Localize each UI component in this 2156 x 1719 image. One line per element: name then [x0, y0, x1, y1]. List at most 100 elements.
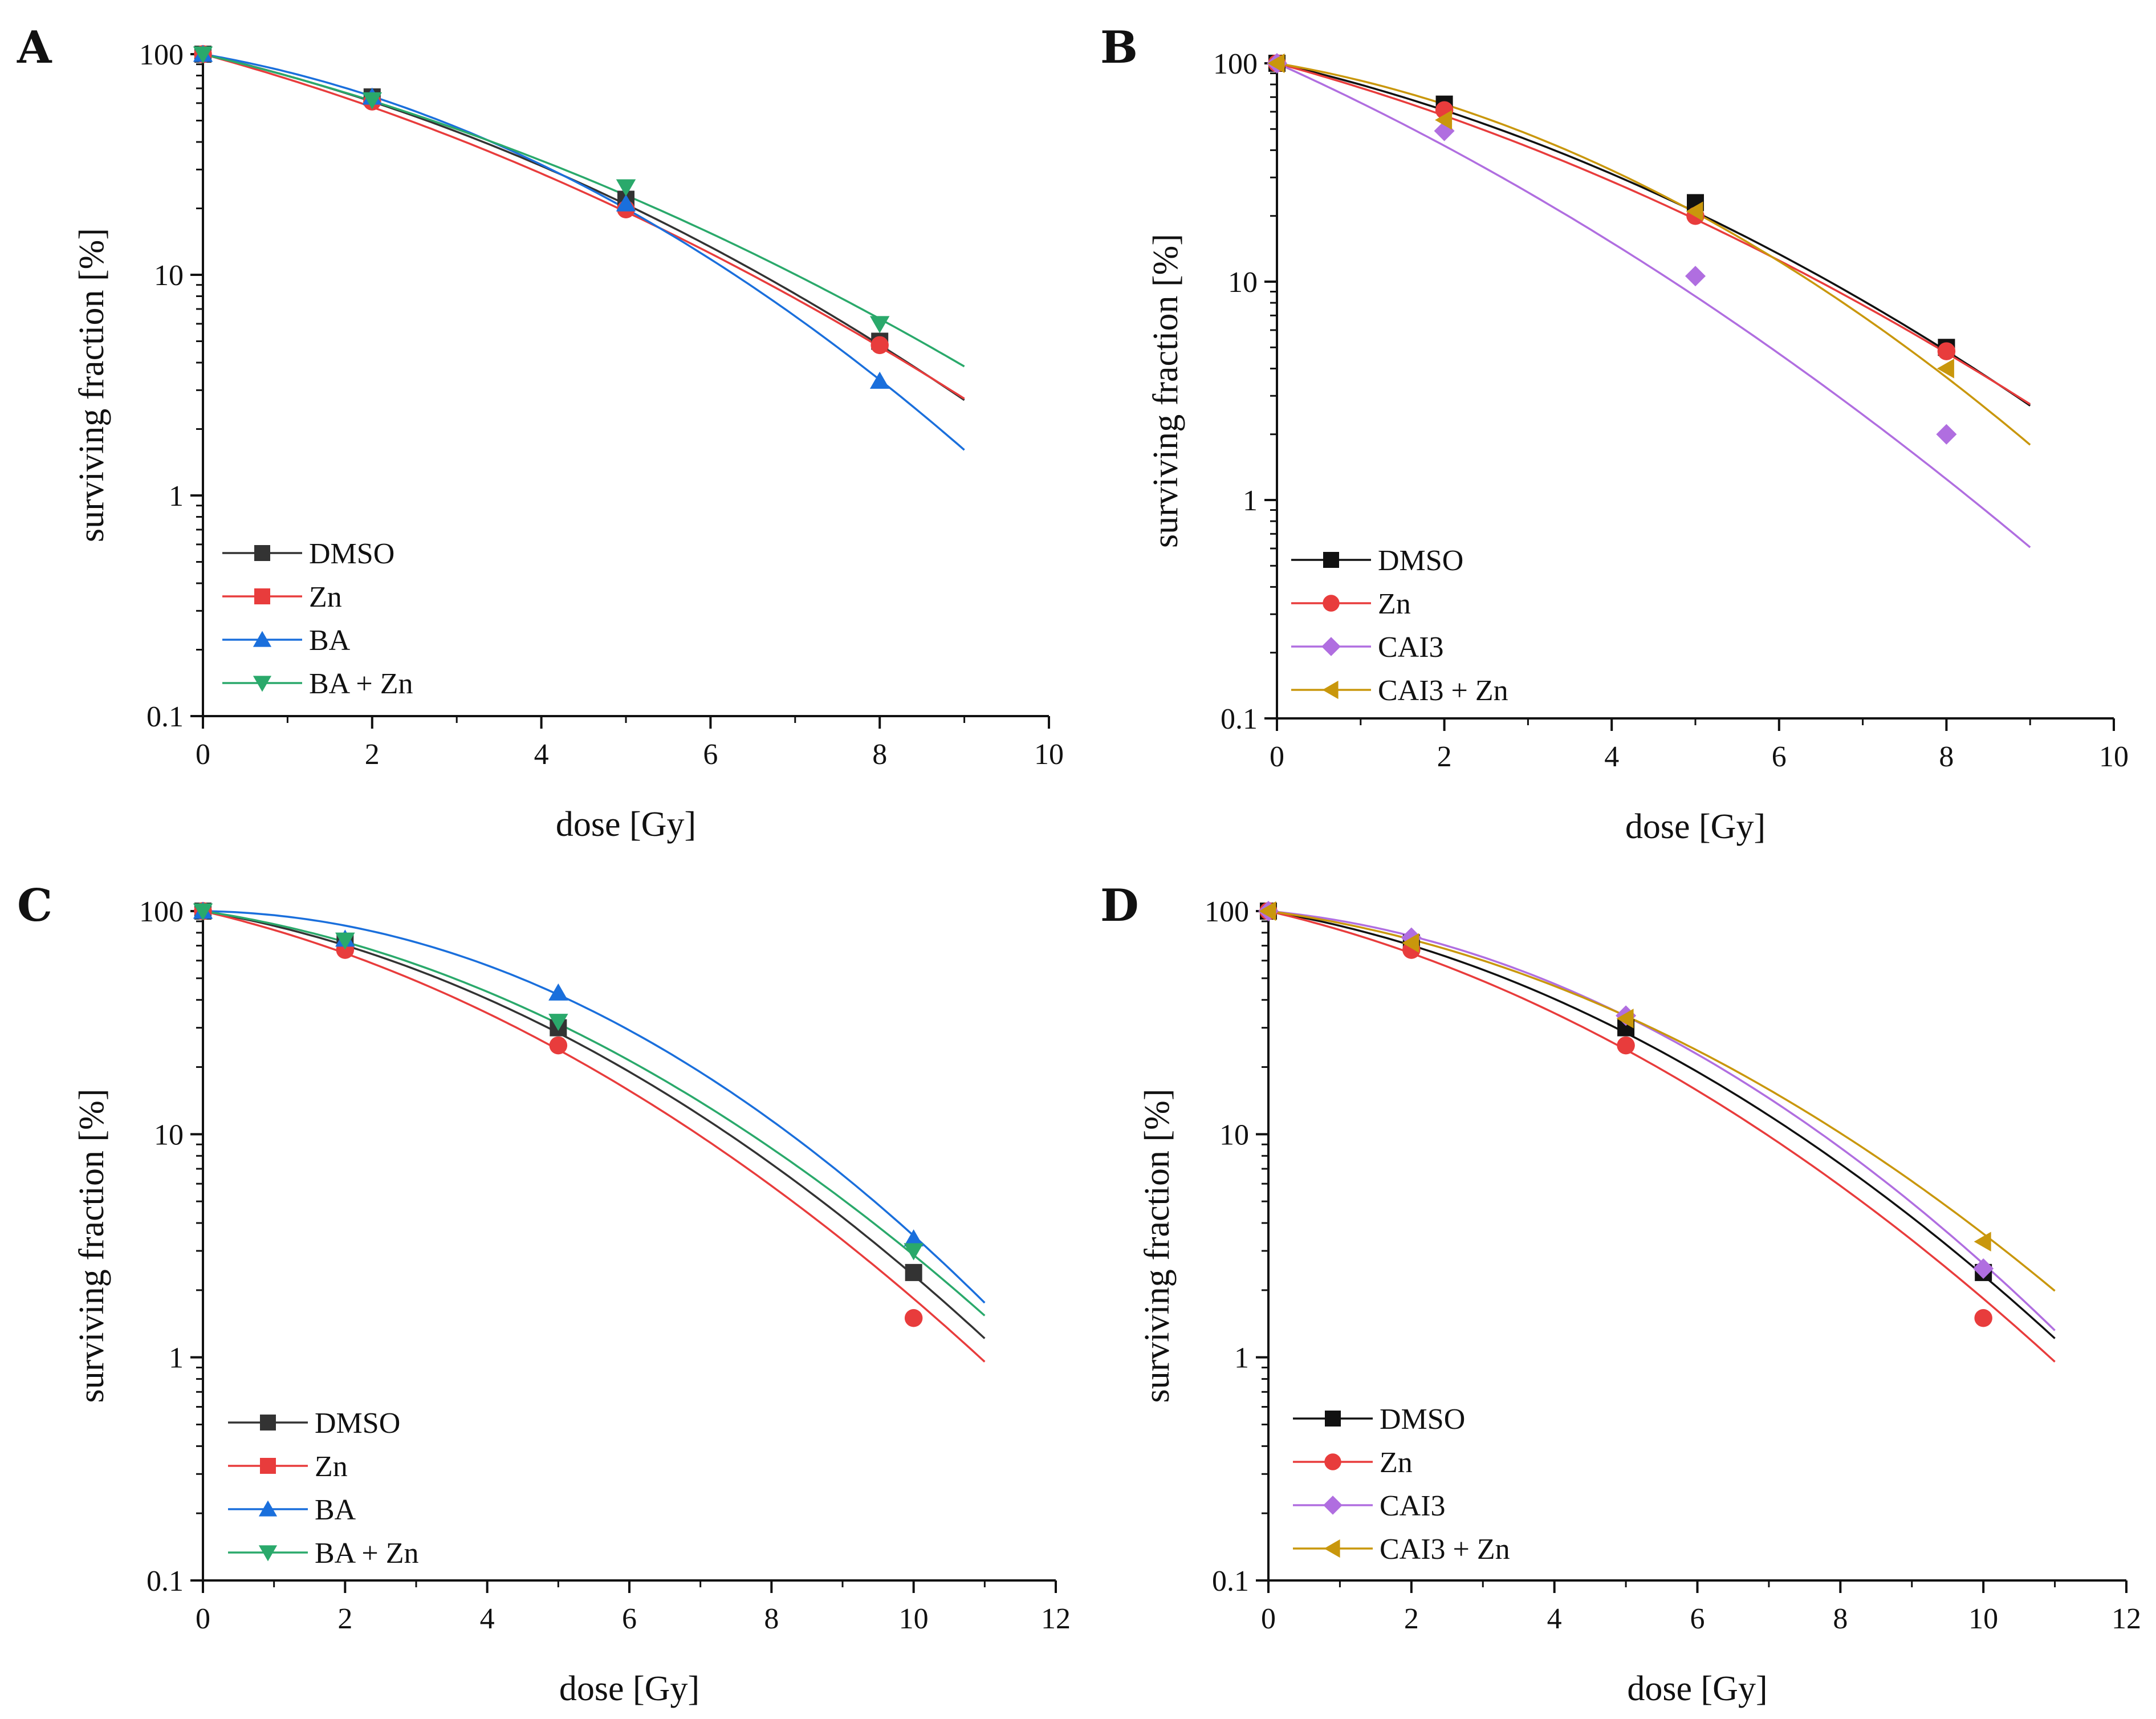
x-tick-label: 12	[1041, 1603, 1071, 1635]
panel-letter-a: A	[17, 22, 52, 74]
data-point-cai3-zn	[1402, 933, 1419, 953]
fit-line-dmso	[202, 910, 986, 1339]
legend-label-dmso: DMSO	[309, 538, 394, 570]
y-axis-title: surviving fraction [%]	[1138, 1089, 1177, 1403]
legend-marker-dmso	[254, 545, 270, 561]
data-point-cai3-zn	[1267, 53, 1285, 74]
legend-marker-zn	[1324, 1453, 1341, 1470]
x-tick-label: 0	[1270, 741, 1284, 773]
panel-a: A 0 2 4 6 8 10 0.1 1 10 100 dose [Gy] surviving frac…	[17, 22, 1064, 844]
y-tick-label: 10	[154, 259, 184, 292]
legend-marker-zn	[1323, 595, 1340, 612]
x-axis-title: dose [Gy]	[1627, 1669, 1767, 1708]
data-point-zn	[870, 336, 889, 355]
fit-line-ba-zn	[202, 53, 965, 368]
data-point-ba-zn	[193, 46, 213, 64]
x-tick-label: 2	[1437, 741, 1452, 773]
x-tick-label: 4	[1547, 1603, 1562, 1635]
x-axis-title: dose [Gy]	[559, 1669, 699, 1708]
x-tick-label: 10	[2099, 741, 2129, 773]
data-point-zn	[1937, 342, 1956, 360]
fit-line-dmso	[1268, 910, 2056, 1339]
x-tick-label: 6	[703, 738, 718, 771]
y-tick-label: 1	[1234, 1342, 1249, 1375]
data-point-ba	[904, 1229, 924, 1247]
x-tick-label: 4	[480, 1603, 495, 1635]
x-tick-label: 6	[1772, 741, 1787, 773]
fit-line-ba-zn	[202, 910, 986, 1316]
legend-label-dmso: DMSO	[315, 1407, 400, 1440]
y-tick-label: 100	[1205, 896, 1249, 928]
legend-marker-dmso	[260, 1415, 276, 1431]
fit-line-zn	[1276, 62, 2031, 405]
legend-label-ba-zn: BA + Zn	[315, 1537, 418, 1570]
y-tick-label: 0.1	[147, 701, 184, 733]
data-point-zn	[1974, 1309, 1992, 1327]
x-tick-label: 6	[622, 1603, 637, 1635]
x-tick-label: 2	[365, 738, 380, 771]
x-tick-label: 8	[872, 738, 887, 771]
data-point-cai3-zn	[1937, 359, 1954, 379]
legend-marker-ba	[258, 1500, 278, 1517]
data-point-ba	[616, 194, 636, 212]
legend-marker-cai3	[1323, 1496, 1343, 1515]
y-tick-label: 100	[1213, 48, 1258, 80]
y-tick-label: 1	[169, 1342, 184, 1375]
y-tick-label: 100	[139, 39, 184, 71]
fit-line-zn	[202, 53, 965, 400]
x-tick-label: 0	[196, 738, 210, 771]
data-point-zn	[1617, 1036, 1635, 1055]
legend-marker-dmso	[1323, 552, 1339, 568]
data-point-zn	[549, 1036, 568, 1055]
fit-line-cai3-zn	[1268, 910, 2056, 1292]
panel-letter-b: B	[1100, 22, 1138, 74]
data-point-cai3	[1973, 1258, 1994, 1279]
x-tick-label: 8	[1939, 741, 1954, 773]
panel-d: D 0 2 4 6 8 10 12 0.1 1 10 100 dose [Gy] surviving fr…	[1100, 880, 2141, 1708]
data-point-ba-zn	[904, 1243, 924, 1261]
x-tick-label: 2	[1404, 1603, 1419, 1635]
data-point-zn	[904, 1309, 923, 1327]
data-point-ba-zn	[362, 92, 383, 109]
legend-marker-cai3-zn	[1324, 1539, 1340, 1558]
data-point-cai3-zn	[1686, 201, 1703, 221]
data-point-cai3-zn	[1259, 901, 1276, 921]
x-tick-label: 8	[764, 1603, 779, 1635]
data-point-cai3-zn	[1974, 1232, 1991, 1252]
fit-line-zn	[202, 910, 986, 1363]
data-point-ba-zn	[869, 316, 890, 334]
data-point-dmso	[905, 1263, 922, 1281]
y-axis-title: surviving fraction [%]	[72, 228, 111, 542]
legend-label-cai3-zn: CAI3 + Zn	[1380, 1533, 1510, 1566]
y-tick-label: 0.1	[147, 1565, 184, 1598]
y-tick-label: 10	[154, 1119, 184, 1151]
legend-label-dmso: DMSO	[1378, 544, 1463, 577]
x-tick-label: 12	[2112, 1603, 2141, 1635]
fit-line-zn	[1268, 910, 2056, 1363]
legend-marker-ba	[253, 631, 272, 647]
data-point-ba-zn	[548, 1014, 568, 1031]
legend-label-zn: Zn	[309, 581, 342, 613]
legend-marker-ba-zn	[253, 676, 272, 692]
fit-line-cai3	[1276, 62, 2031, 548]
x-axis-title: dose [Gy]	[1625, 807, 1766, 846]
y-tick-label: 1	[169, 480, 184, 513]
data-point-ba-zn	[193, 903, 213, 921]
x-tick-label: 10	[1968, 1603, 1998, 1635]
x-tick-label: 4	[534, 738, 549, 771]
panel-letter-d: D	[1100, 880, 1139, 932]
y-tick-label: 1	[1243, 485, 1258, 517]
panel-c: C 0 2 4 6 8 10 12 0.1 1 10 100 dose [Gy] surviving fr…	[17, 880, 1071, 1708]
legend-marker-zn	[260, 1458, 276, 1474]
y-axis-title: surviving fraction [%]	[1146, 234, 1185, 548]
fit-line-cai3-zn	[1276, 62, 2031, 446]
legend-label-cai3-zn: CAI3 + Zn	[1378, 674, 1508, 707]
data-point-cai3	[1936, 424, 1957, 445]
legend-marker-cai3-zn	[1322, 680, 1339, 700]
data-point-cai3-zn	[1435, 110, 1453, 130]
data-point-cai3	[1685, 266, 1706, 287]
fit-line-cai3	[1268, 910, 2056, 1331]
fit-line-ba	[202, 53, 965, 451]
fit-line-dmso	[1276, 62, 2031, 407]
legend-label-dmso: DMSO	[1380, 1403, 1465, 1436]
